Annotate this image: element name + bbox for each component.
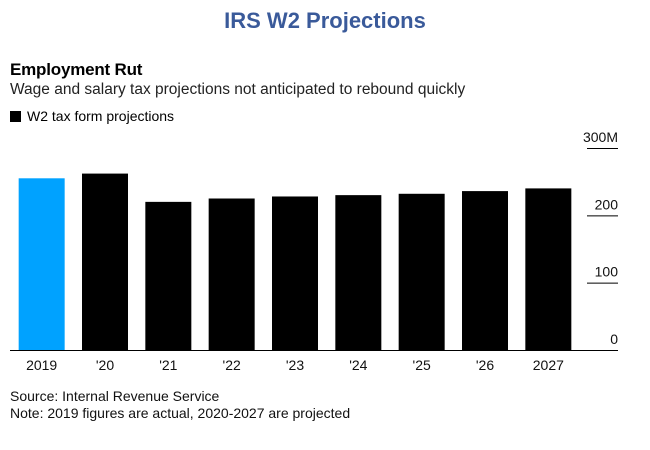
y-tick-label: 0: [610, 331, 618, 347]
legend-label: W2 tax form projections: [27, 108, 175, 124]
bar-5: [335, 195, 382, 350]
x-tick-label: '22: [223, 357, 241, 373]
chart-subtitle: Wage and salary tax projections not anti…: [10, 81, 466, 98]
bar-4: [272, 196, 318, 350]
y-tick-label: 300M: [583, 129, 618, 145]
bar-7: [462, 191, 508, 350]
y-tick-label: 200: [595, 196, 619, 212]
chart-title: Employment Rut: [10, 60, 143, 79]
page-title: IRS W2 Projections: [224, 8, 426, 33]
bar-6: [398, 193, 445, 350]
chart-legend: W2 tax form projections: [10, 108, 174, 124]
x-tick-label: '21: [159, 357, 177, 373]
y-tick-label: 100: [595, 264, 619, 280]
x-tick-label: 2019: [26, 357, 57, 373]
x-tick-label: '23: [286, 357, 304, 373]
source-note: Source: Internal Revenue Service: [10, 388, 220, 404]
bar-3: [208, 198, 255, 350]
x-tick-label: 2027: [533, 357, 564, 373]
bar-0: [18, 178, 65, 350]
bar-2: [145, 201, 192, 350]
bar-8: [525, 188, 572, 350]
x-tick-label: '26: [476, 357, 494, 373]
x-tick-label: '25: [413, 357, 431, 373]
x-tick-label: '20: [96, 357, 114, 373]
bar-1: [82, 173, 128, 350]
footnote: Note: 2019 figures are actual, 2020-2027…: [10, 405, 351, 421]
legend-swatch: [10, 110, 21, 122]
x-tick-label: '24: [349, 357, 367, 373]
